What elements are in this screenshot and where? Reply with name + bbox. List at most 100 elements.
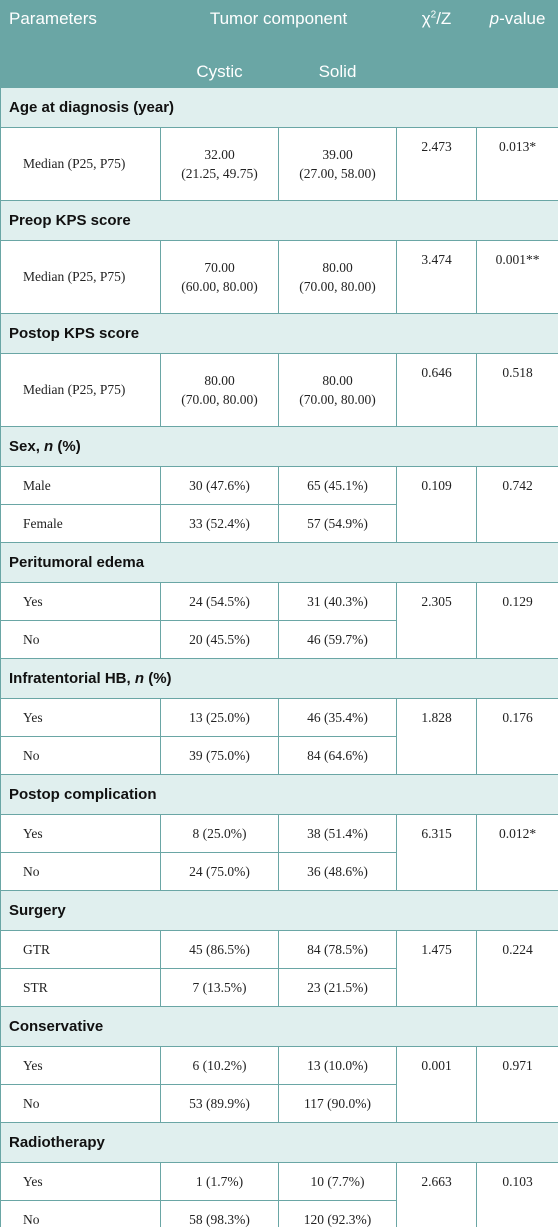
value-line: 33 (52.4%)	[189, 516, 250, 531]
value-line: 80.00	[204, 373, 235, 388]
text-segment: Surgery	[9, 902, 66, 919]
stat-cell: 1.475	[396, 930, 478, 1007]
section-row: Peritumoral edema	[0, 542, 558, 583]
p-cell: 0.518	[476, 353, 558, 427]
row-label: No	[0, 736, 161, 775]
section-row: Preop KPS score	[0, 200, 558, 241]
text-segment: 2	[430, 9, 437, 21]
data-row: Yes 13 (25.0%) 46 (35.4%) 1.828 0.176	[0, 698, 558, 775]
value-cell: 32.00 (21.25, 49.75)	[160, 127, 279, 201]
value-cell: 117 (90.0%)	[277, 1084, 398, 1123]
row-label: Yes	[0, 582, 161, 621]
stat-cell: 1.828	[396, 698, 478, 775]
text-segment: /Z	[436, 9, 452, 28]
header-cell: Cystic	[160, 45, 279, 88]
value-cell: 38 (51.4%)	[277, 814, 398, 853]
section-title: Conservative	[0, 1006, 558, 1047]
value-cell: 58 (98.3%)	[160, 1200, 279, 1227]
row-label: Yes	[0, 814, 161, 853]
value-cell: 23 (21.5%)	[277, 968, 398, 1007]
value-cell: 46 (35.4%)	[277, 698, 398, 737]
section-title: Peritumoral edema	[0, 542, 558, 583]
value-line: 117 (90.0%)	[304, 1096, 371, 1111]
text-segment: p	[489, 9, 500, 28]
row-label: No	[0, 1200, 161, 1227]
section-title: Age at diagnosis (year)	[0, 87, 558, 128]
value-cell: 39.00 (27.00, 58.00)	[277, 127, 398, 201]
p-cell: 0.001**	[476, 240, 558, 314]
text-segment: Radiotherapy	[9, 1134, 105, 1151]
text-segment: -value	[499, 9, 546, 28]
value-line: 38 (51.4%)	[307, 826, 368, 841]
value-line: (60.00, 80.00)	[181, 279, 258, 294]
value-cell: 20 (45.5%)	[160, 620, 279, 659]
value-cell: 6 (10.2%)	[160, 1046, 279, 1085]
header-row: Parameters Tumor component χ2/Z p-value	[0, 0, 558, 88]
value-line: 46 (35.4%)	[307, 710, 368, 725]
data-row: Median (P25, P75) 70.00 (60.00, 80.00) 80.0…	[0, 240, 558, 314]
header-cell: χ2/Z	[396, 0, 478, 88]
value-cell: 80.00 (70.00, 80.00)	[277, 353, 398, 427]
stat-cell: 3.474	[396, 240, 478, 314]
row-label: No	[0, 852, 161, 891]
row-label: Median (P25, P75)	[0, 240, 161, 314]
section-row: Surgery	[0, 890, 558, 931]
text-segment: n	[44, 438, 54, 455]
value-cell: 13 (10.0%)	[277, 1046, 398, 1085]
section-title: Radiotherapy	[0, 1122, 558, 1163]
text-segment: Sex,	[9, 438, 45, 455]
data-row: Median (P25, P75) 80.00 (70.00, 80.00) 80.0…	[0, 353, 558, 427]
value-cell: 70.00 (60.00, 80.00)	[160, 240, 279, 314]
value-line: 80.00	[322, 260, 353, 275]
value-cell: 8 (25.0%)	[160, 814, 279, 853]
value-cell: 13 (25.0%)	[160, 698, 279, 737]
header-cell: Parameters	[0, 0, 161, 88]
text-segment: Infratentorial HB,	[9, 670, 135, 687]
p-cell: 0.742	[476, 466, 558, 543]
stat-cell: 2.473	[396, 127, 478, 201]
value-cell: 1 (1.7%)	[160, 1162, 279, 1201]
p-cell: 0.224	[476, 930, 558, 1007]
value-cell: 46 (59.7%)	[277, 620, 398, 659]
value-cell: 10 (7.7%)	[277, 1162, 398, 1201]
value-line: 36 (48.6%)	[307, 864, 368, 879]
value-line: 20 (45.5%)	[189, 632, 250, 647]
text-segment: Conservative	[9, 1018, 104, 1035]
value-line: 39.00	[322, 147, 353, 162]
text-segment: n	[134, 670, 145, 687]
section-row: Sex, n (%)	[0, 426, 558, 467]
value-line: 8 (25.0%)	[192, 826, 247, 841]
text-segment: Peritumoral edema	[9, 554, 145, 571]
value-line: 58 (98.3%)	[189, 1212, 250, 1227]
value-cell: 45 (86.5%)	[160, 930, 279, 969]
stat-cell: 2.663	[396, 1162, 478, 1227]
value-line: 7 (13.5%)	[192, 980, 247, 995]
value-line: 65 (45.1%)	[307, 478, 368, 493]
section-row: Postop complication	[0, 774, 558, 815]
value-cell: 80.00 (70.00, 80.00)	[160, 353, 279, 427]
value-line: 70.00	[204, 260, 235, 275]
value-line: 39 (75.0%)	[189, 748, 250, 763]
row-label: GTR	[0, 930, 161, 969]
stat-cell: 6.315	[396, 814, 478, 891]
stat-cell: 0.109	[396, 466, 478, 543]
text-segment: Age at diagnosis (year)	[9, 99, 175, 116]
value-cell: 24 (54.5%)	[160, 582, 279, 621]
value-line: 46 (59.7%)	[307, 632, 368, 647]
value-line: 31 (40.3%)	[307, 594, 368, 609]
section-row: Infratentorial HB, n (%)	[0, 658, 558, 699]
p-cell: 0.176	[476, 698, 558, 775]
data-row: Female 33 (52.4%) 57 (54.9%)	[0, 504, 558, 543]
value-line: 84 (78.5%)	[307, 942, 368, 957]
value-line: 23 (21.5%)	[307, 980, 368, 995]
row-label: Yes	[0, 1046, 161, 1085]
value-cell: 39 (75.0%)	[160, 736, 279, 775]
value-cell: 30 (47.6%)	[160, 466, 279, 505]
data-row: Median (P25, P75) 32.00 (21.25, 49.75) 39.0…	[0, 127, 558, 201]
text-segment: Postop complication	[9, 786, 157, 803]
text-segment: Postop KPS score	[9, 325, 140, 342]
text-segment: (%)	[144, 670, 172, 687]
text-segment: Preop KPS score	[9, 212, 131, 229]
